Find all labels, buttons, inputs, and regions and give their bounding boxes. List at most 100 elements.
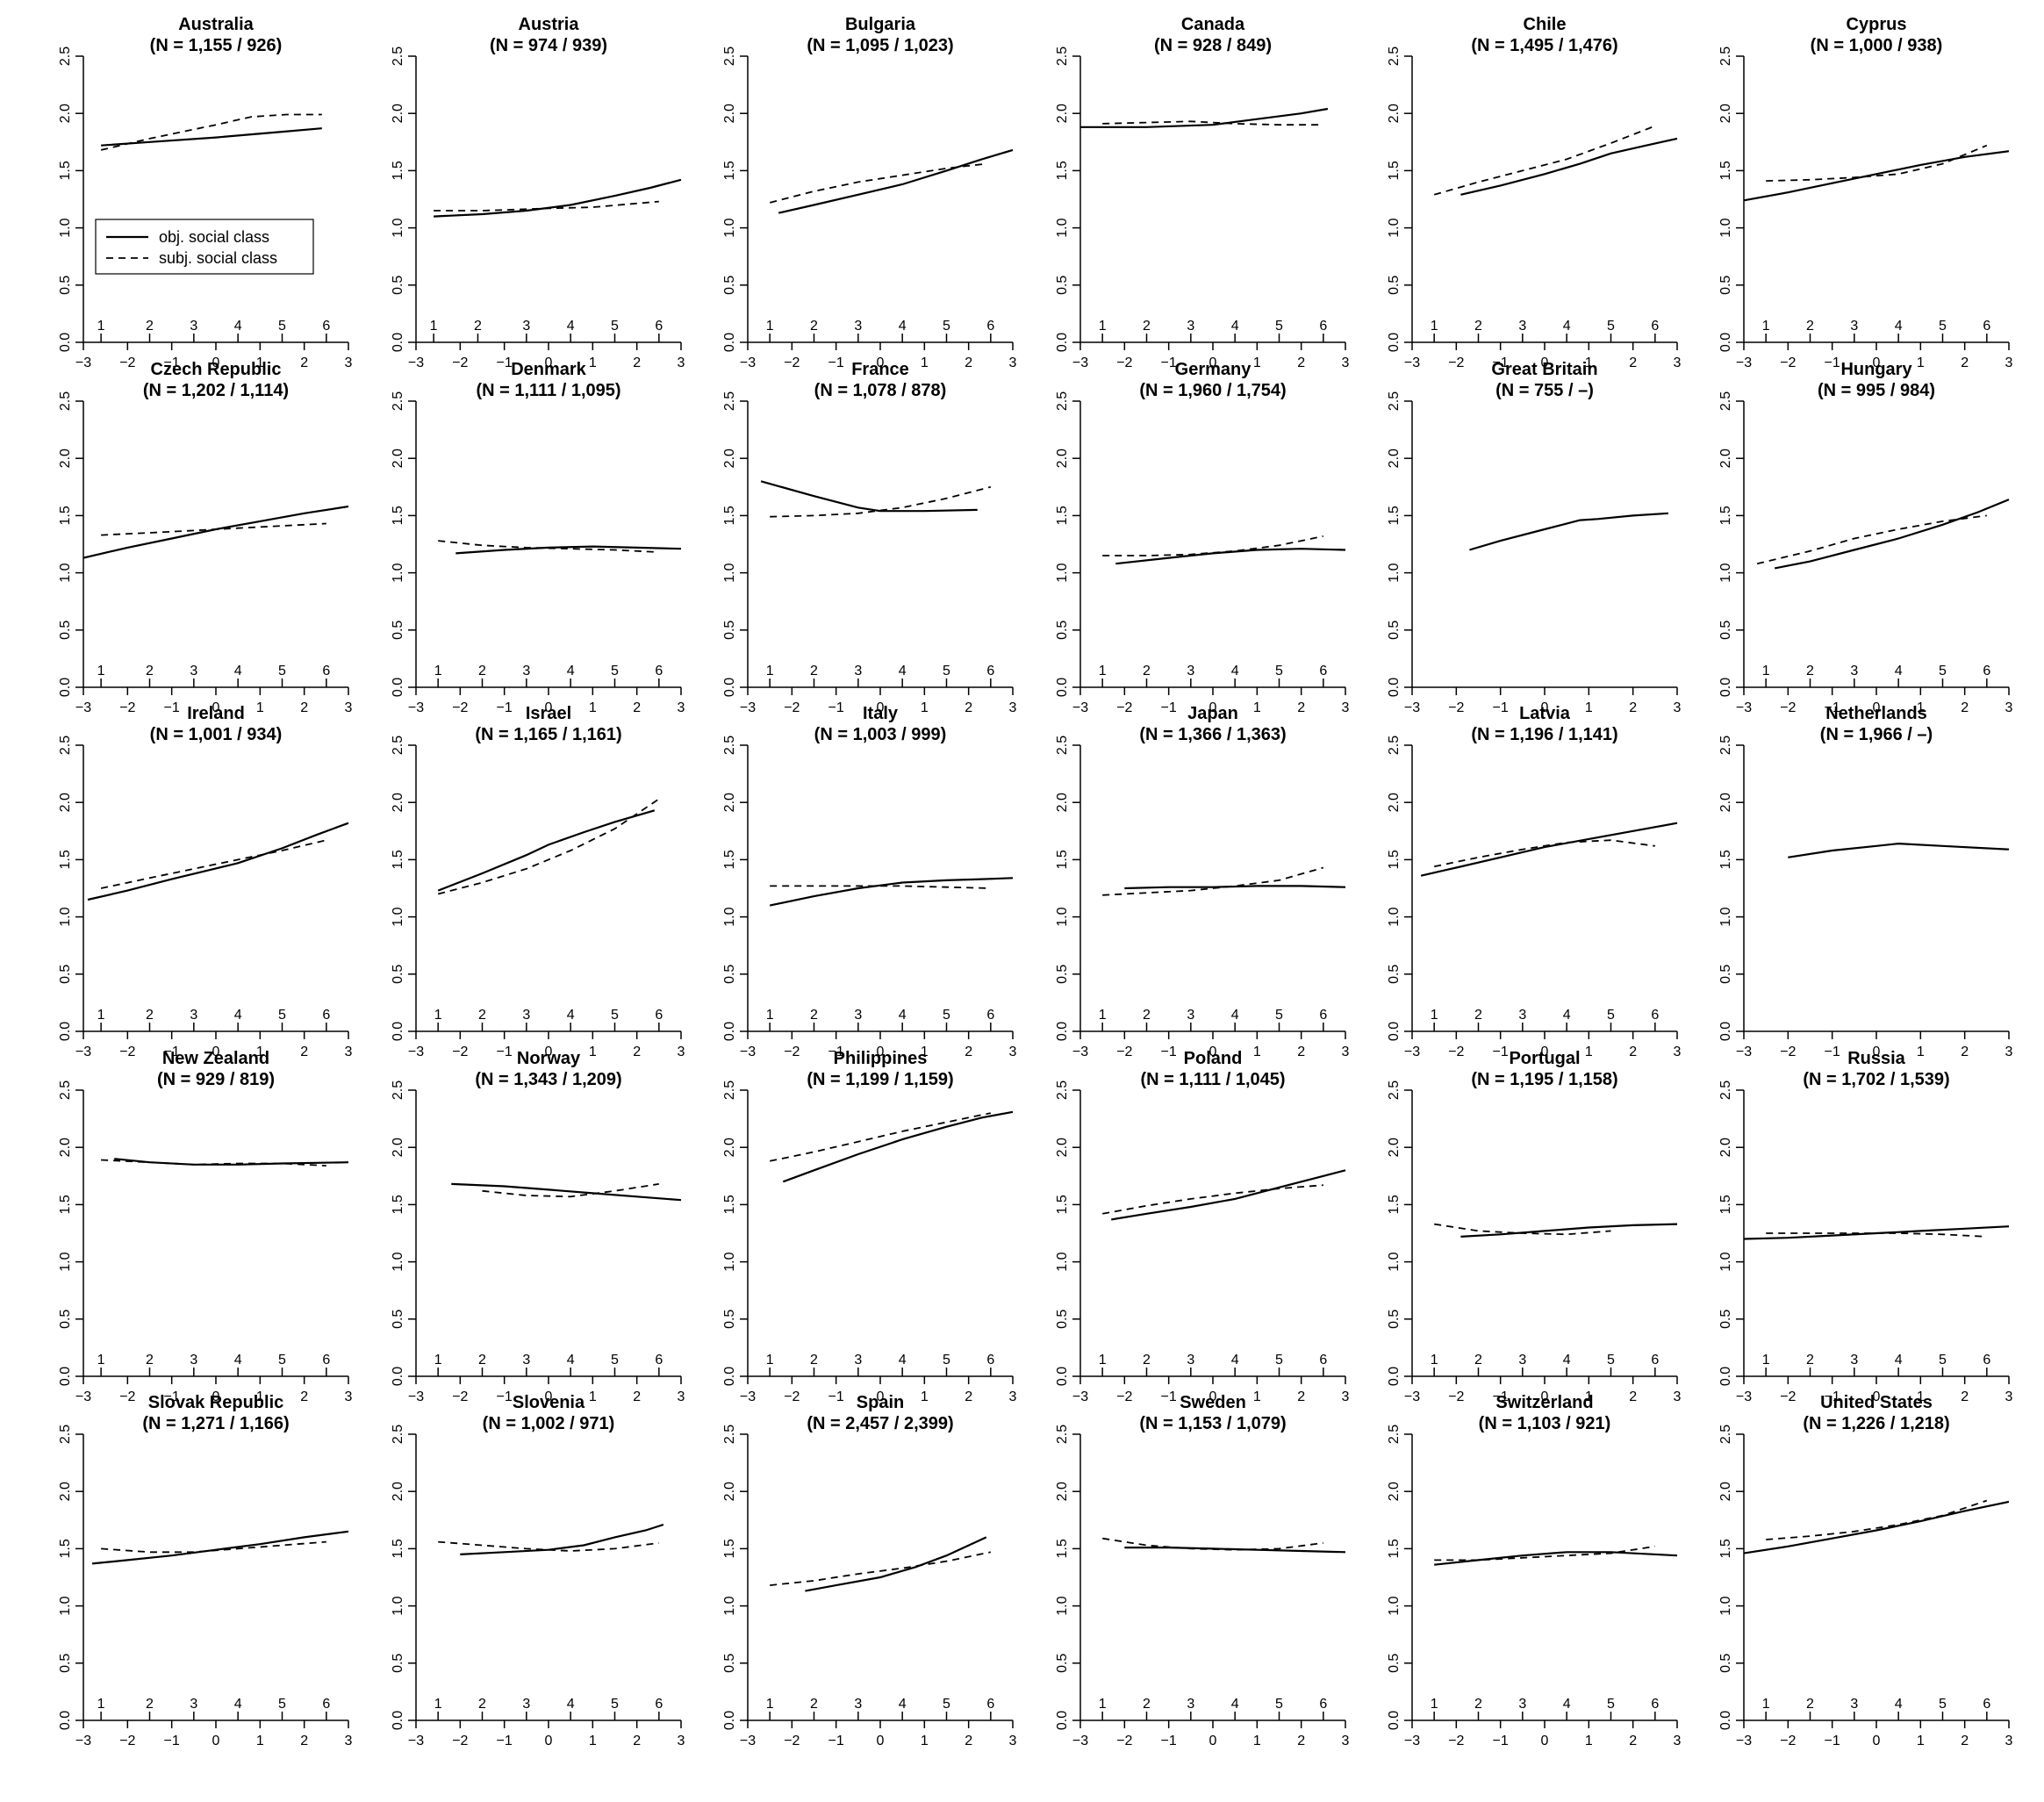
y-tick-label: 0.0 xyxy=(1055,1711,1070,1730)
subj-social-class-line xyxy=(1434,839,1655,868)
x-tick-label: 0 xyxy=(1873,1734,1881,1748)
subj-social-class-line xyxy=(1434,1223,1611,1236)
x-tick-label: 2 xyxy=(1297,355,1305,370)
panel-germany: Germany (N = 1,960 / 1,754) 0.0 0.5 1.0 1.5 2.… xyxy=(1055,360,1350,715)
rug-label: 6 xyxy=(986,1008,994,1023)
y-tick-label: 2.5 xyxy=(1387,1425,1402,1444)
x-tick-label: 1 xyxy=(1253,1045,1261,1059)
rug-label: 5 xyxy=(943,319,950,334)
x-tick-label: 3 xyxy=(678,700,685,715)
x-tick-label: −1 xyxy=(1493,1734,1509,1748)
subj-social-class-line xyxy=(770,485,992,518)
y-tick-label: 2.0 xyxy=(1387,1138,1402,1157)
y-tick-label: 1.5 xyxy=(1387,850,1402,869)
y-tick-label: 2.0 xyxy=(58,449,73,468)
y-tick-label: 0.0 xyxy=(1387,1367,1402,1386)
obj-social-class-line xyxy=(1111,1169,1346,1221)
y-tick-label: 2.0 xyxy=(1055,1138,1070,1157)
x-tick-label: −3 xyxy=(1404,1045,1420,1059)
x-tick-label: −1 xyxy=(828,700,844,715)
rug-label: 6 xyxy=(322,664,330,678)
rug-label: 2 xyxy=(1806,1353,1814,1368)
panel-subtitle: (N = 1,153 / 1,079) xyxy=(1139,1414,1286,1433)
y-tick-label: 0.5 xyxy=(58,1310,73,1329)
x-tick-label: −2 xyxy=(784,1734,800,1748)
subj-social-class-line xyxy=(100,113,322,151)
panel-subtitle: (N = 2,457 / 2,399) xyxy=(807,1414,953,1433)
x-tick-label: 2 xyxy=(633,1389,641,1404)
y-tick-label: 2.0 xyxy=(722,104,737,123)
obj-social-class-line xyxy=(769,877,1014,907)
y-tick-label: 0.5 xyxy=(1718,965,1733,984)
y-tick-label: 1.5 xyxy=(722,850,737,869)
x-tick-label: −2 xyxy=(1448,700,1464,715)
rug-label: 3 xyxy=(522,664,530,678)
rug-label: 2 xyxy=(810,1697,818,1712)
x-tick-label: 2 xyxy=(1629,700,1637,715)
y-tick-label: 0.0 xyxy=(391,333,405,352)
x-tick-label: 2 xyxy=(1961,1045,1969,1059)
rug-label: 2 xyxy=(478,1008,486,1023)
panel-slovak-republic: Slovak Republic (N = 1,271 / 1,166) 0.0 0.5… xyxy=(58,1393,353,1748)
x-tick-label: 1 xyxy=(1917,355,1925,370)
panel-cyprus: Cyprus (N = 1,000 / 938) 0.0 0.5 1.0 1.5 2.0 2.… xyxy=(1718,15,2013,370)
rug-label: 6 xyxy=(655,1008,663,1023)
y-tick-label: 0.0 xyxy=(58,1022,73,1041)
x-tick-label: 0 xyxy=(1209,355,1217,370)
x-tick-label: 0 xyxy=(1541,700,1549,715)
y-tick-label: 1.0 xyxy=(1387,907,1402,926)
y-tick-label: 2.0 xyxy=(722,793,737,812)
rug-label: 4 xyxy=(1231,1008,1239,1023)
obj-social-class-line xyxy=(1115,548,1346,565)
rug-label: 6 xyxy=(322,1353,330,1368)
rug-label: 2 xyxy=(1806,664,1814,678)
y-tick-label: 1.5 xyxy=(1055,1539,1070,1558)
x-tick-label: 0 xyxy=(1209,1389,1217,1404)
rug-label: 4 xyxy=(567,1697,575,1712)
y-tick-label: 0.5 xyxy=(391,1654,405,1673)
panel-title: Japan xyxy=(1187,704,1238,723)
y-tick-label: 1.5 xyxy=(1718,1539,1733,1558)
x-tick-label: 1 xyxy=(1253,1389,1261,1404)
x-tick-label: 1 xyxy=(1917,1734,1925,1748)
x-tick-label: 2 xyxy=(965,1045,972,1059)
panel-new-zealand: New Zealand (N = 929 / 819) 0.0 0.5 1.0 1.5 2.… xyxy=(58,1049,353,1404)
y-tick-label: 2.5 xyxy=(1387,1080,1402,1100)
x-tick-label: −3 xyxy=(408,355,424,370)
x-tick-label: 3 xyxy=(1674,700,1682,715)
y-tick-label: 2.0 xyxy=(58,793,73,812)
y-tick-label: 2.5 xyxy=(58,391,73,411)
rug-label: 6 xyxy=(1983,664,1990,678)
obj-social-class-line xyxy=(805,1536,987,1592)
x-tick-label: 1 xyxy=(589,355,597,370)
x-tick-label: 2 xyxy=(1297,700,1305,715)
rug-label: 6 xyxy=(655,1697,663,1712)
rug-label: 4 xyxy=(234,319,242,334)
x-tick-label: 0 xyxy=(545,1389,553,1404)
x-tick-label: −1 xyxy=(1825,700,1840,715)
rug-label: 3 xyxy=(1187,1697,1194,1712)
x-tick-label: −3 xyxy=(740,1734,756,1748)
y-tick-label: 2.5 xyxy=(58,47,73,66)
rug-label: 1 xyxy=(1099,1008,1107,1023)
x-tick-label: 3 xyxy=(678,1389,685,1404)
rug-label: 2 xyxy=(1806,1697,1814,1712)
x-tick-label: 3 xyxy=(1342,1734,1350,1748)
y-tick-label: 1.0 xyxy=(391,1252,405,1271)
y-tick-label: 1.5 xyxy=(58,1539,73,1558)
x-tick-label: −2 xyxy=(452,700,468,715)
obj-social-class-line xyxy=(1460,1223,1678,1238)
rug-label: 3 xyxy=(1850,1697,1858,1712)
rug-label: 1 xyxy=(434,1697,442,1712)
rug-label: 3 xyxy=(190,1697,197,1712)
rug-label: 3 xyxy=(1850,664,1858,678)
x-tick-label: 0 xyxy=(877,1734,885,1748)
x-tick-label: 1 xyxy=(1917,1045,1925,1059)
y-tick-label: 2.5 xyxy=(58,1425,73,1444)
panel-israel: Israel (N = 1,165 / 1,161) 0.0 0.5 1.0 1.5 2.0… xyxy=(391,704,685,1059)
y-tick-label: 0.5 xyxy=(722,276,737,295)
rug-label: 1 xyxy=(1762,664,1770,678)
x-tick-label: 3 xyxy=(2005,700,2013,715)
rug-label: 6 xyxy=(655,1353,663,1368)
rug-label: 1 xyxy=(97,1008,105,1023)
